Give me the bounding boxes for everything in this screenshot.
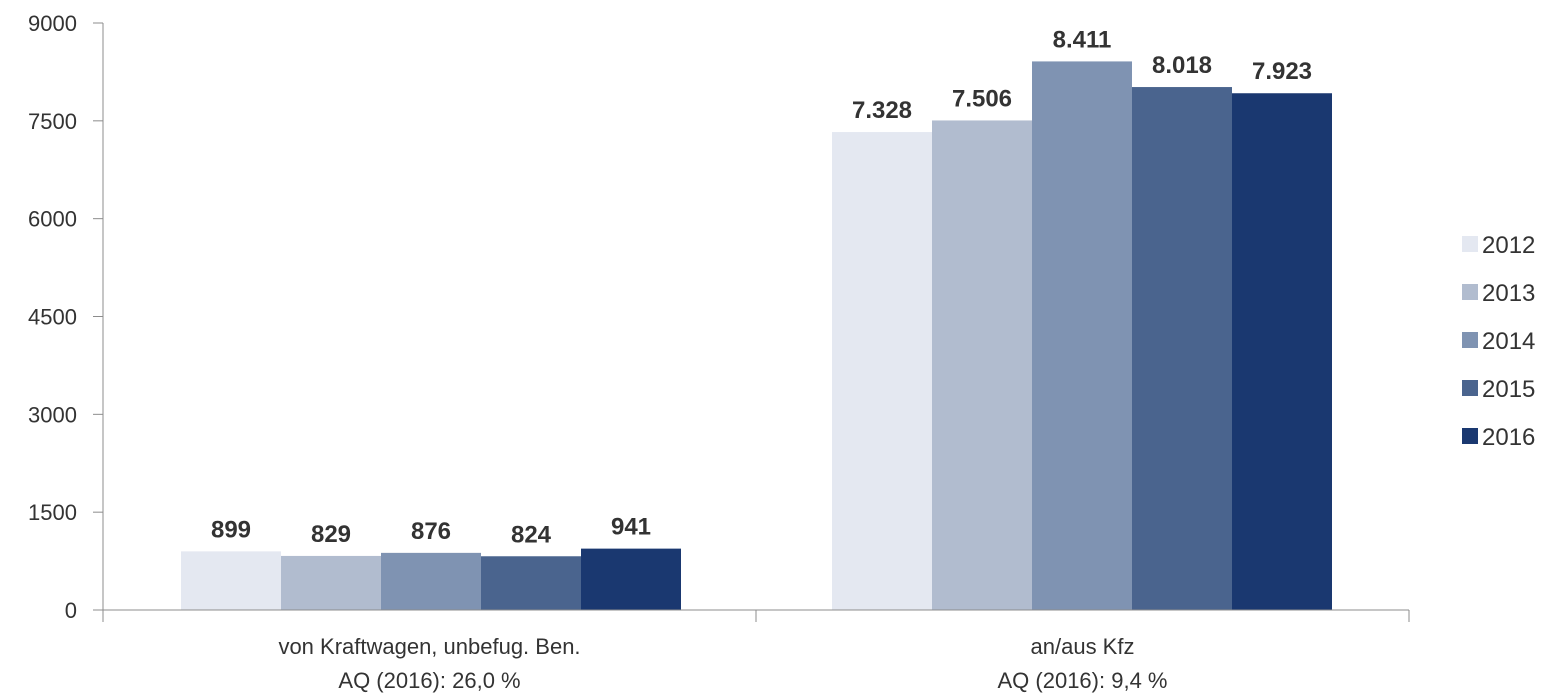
data-label-2013-category-1: 829 — [311, 521, 351, 548]
bar-2015-category-2 — [1132, 87, 1232, 611]
y-tick-label: 3000 — [28, 402, 77, 427]
legend-label-2015: 2015 — [1482, 376, 1535, 403]
bar-2016-category-2 — [1232, 93, 1332, 611]
category-label: an/aus Kfz — [1031, 634, 1135, 659]
bar-2013-category-1 — [281, 555, 381, 610]
y-tick-label: 0 — [65, 598, 77, 623]
legend-label-2013: 2013 — [1482, 280, 1535, 307]
bar-2014-category-1 — [381, 552, 481, 610]
y-tick-label: 6000 — [28, 207, 77, 232]
y-tick-label: 1500 — [28, 500, 77, 525]
bar-2012-category-2 — [832, 132, 932, 610]
legend: 2012 2013 2014 2015 2016 — [1462, 232, 1535, 451]
y-tick-label: 4500 — [28, 305, 77, 330]
x-axis-labels: von Kraftwagen, unbefug. Ben. AQ (2016): … — [278, 634, 1167, 693]
legend-label-2012: 2012 — [1482, 232, 1535, 259]
y-tick-label: 9000 — [28, 11, 77, 36]
bar-2016-category-1 — [581, 548, 681, 610]
legend-label-2016: 2016 — [1482, 424, 1535, 451]
legend-label-2014: 2014 — [1482, 328, 1535, 355]
data-label-2012-category-1: 899 — [211, 516, 251, 543]
bar-2012-category-1 — [181, 551, 281, 610]
data-labels-group: 899 7.328 829 7.506 876 8.411 824 8.018 941 7.923 — [211, 26, 1312, 548]
bar-2013-category-2 — [932, 120, 1032, 610]
legend-swatch-2013 — [1462, 284, 1478, 300]
y-tick-label: 7500 — [28, 109, 77, 134]
legend-swatch-2012 — [1462, 236, 1478, 252]
bar-2014-category-2 — [1032, 61, 1132, 610]
category-label: von Kraftwagen, unbefug. Ben. — [278, 634, 580, 659]
legend-swatch-2016 — [1462, 428, 1478, 444]
legend-swatch-2015 — [1462, 380, 1478, 396]
category-sublabel: AQ (2016): 9,4 % — [998, 668, 1168, 693]
data-label-2016-category-2: 7.923 — [1252, 58, 1312, 85]
data-label-2015-category-1: 824 — [511, 521, 552, 548]
data-label-2013-category-2: 7.506 — [952, 85, 1012, 112]
data-label-2012-category-2: 7.328 — [852, 97, 912, 124]
legend-swatch-2014 — [1462, 332, 1478, 348]
category-sublabel: AQ (2016): 26,0 % — [338, 668, 520, 693]
data-label-2014-category-1: 876 — [411, 518, 451, 545]
data-label-2016-category-1: 941 — [611, 514, 651, 541]
data-label-2015-category-2: 8.018 — [1152, 52, 1212, 79]
bar-2015-category-1 — [481, 556, 581, 610]
bars-group — [181, 61, 1332, 611]
data-label-2014-category-2: 8.411 — [1053, 26, 1112, 53]
y-axis-ticks: 0 1500 3000 4500 6000 7500 9000 — [28, 11, 103, 623]
